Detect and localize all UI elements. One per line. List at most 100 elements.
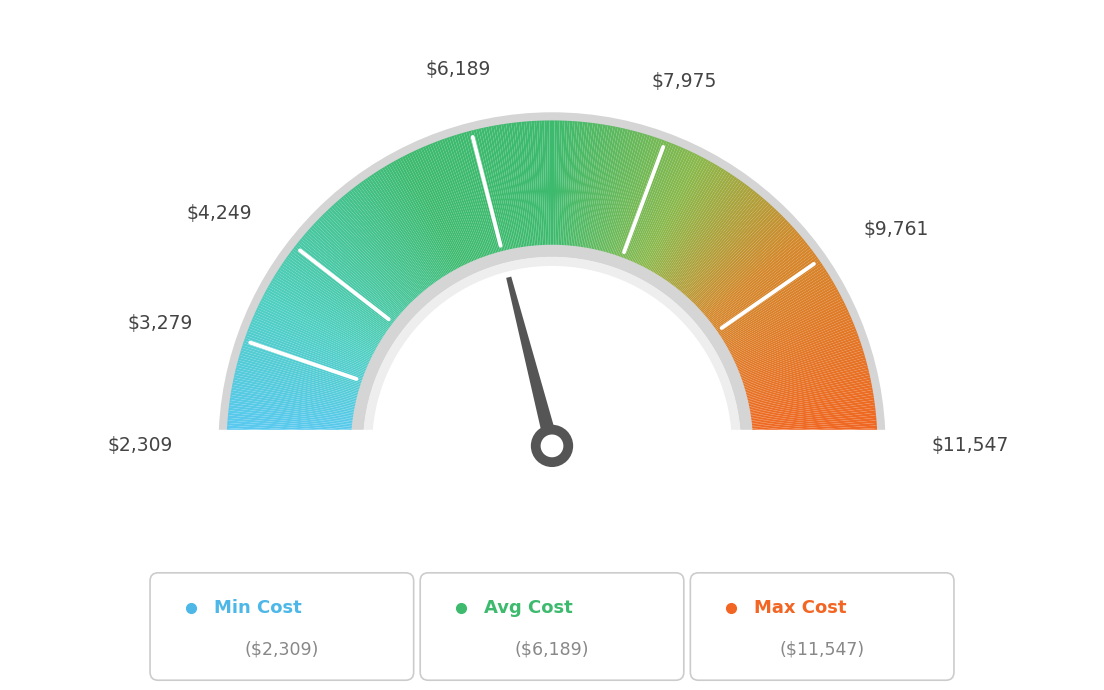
Wedge shape	[594, 128, 623, 250]
Text: Min Cost: Min Cost	[213, 600, 301, 618]
Wedge shape	[425, 145, 476, 262]
Wedge shape	[689, 208, 776, 301]
Wedge shape	[586, 126, 611, 249]
Wedge shape	[275, 274, 382, 342]
Wedge shape	[724, 280, 834, 346]
Wedge shape	[752, 420, 877, 432]
Wedge shape	[648, 161, 711, 271]
Wedge shape	[710, 246, 810, 324]
Wedge shape	[719, 265, 824, 336]
Wedge shape	[742, 345, 862, 386]
Wedge shape	[751, 410, 875, 426]
Wedge shape	[468, 130, 502, 253]
Wedge shape	[429, 144, 478, 260]
Wedge shape	[546, 121, 551, 246]
Wedge shape	[718, 263, 822, 335]
Wedge shape	[676, 190, 755, 290]
Wedge shape	[637, 151, 693, 266]
Wedge shape	[509, 123, 527, 248]
Wedge shape	[361, 181, 436, 284]
Text: ($2,309): ($2,309)	[245, 640, 319, 658]
Wedge shape	[539, 121, 545, 246]
Wedge shape	[751, 413, 877, 427]
Wedge shape	[513, 122, 530, 247]
Wedge shape	[680, 195, 762, 293]
Wedge shape	[677, 192, 757, 290]
Wedge shape	[243, 343, 362, 384]
Wedge shape	[219, 112, 885, 446]
Wedge shape	[363, 257, 741, 446]
Wedge shape	[733, 307, 848, 362]
Wedge shape	[267, 287, 378, 349]
Wedge shape	[375, 171, 445, 278]
Wedge shape	[630, 146, 681, 262]
Wedge shape	[708, 242, 808, 322]
Wedge shape	[233, 380, 355, 407]
Wedge shape	[439, 139, 485, 258]
Wedge shape	[250, 324, 367, 372]
Wedge shape	[742, 340, 861, 382]
Wedge shape	[673, 187, 752, 288]
Wedge shape	[624, 142, 672, 260]
Wedge shape	[631, 147, 683, 263]
Wedge shape	[715, 257, 818, 331]
Wedge shape	[527, 121, 538, 246]
Wedge shape	[229, 410, 353, 426]
Wedge shape	[237, 360, 359, 395]
Wedge shape	[709, 244, 809, 323]
Wedge shape	[235, 368, 358, 400]
Wedge shape	[329, 207, 416, 300]
Wedge shape	[328, 208, 415, 301]
Wedge shape	[352, 187, 431, 288]
Wedge shape	[646, 158, 707, 270]
Wedge shape	[747, 375, 870, 404]
Text: $6,189: $6,189	[425, 59, 490, 79]
Wedge shape	[364, 178, 438, 282]
Wedge shape	[503, 124, 523, 248]
Wedge shape	[618, 139, 662, 257]
Text: ($11,547): ($11,547)	[779, 640, 864, 658]
Wedge shape	[721, 271, 828, 340]
Wedge shape	[670, 183, 745, 285]
Wedge shape	[686, 204, 771, 298]
Wedge shape	[665, 177, 737, 282]
Wedge shape	[242, 345, 362, 386]
Wedge shape	[257, 305, 372, 361]
Wedge shape	[640, 154, 698, 267]
Wedge shape	[749, 385, 872, 410]
Wedge shape	[272, 278, 381, 344]
Wedge shape	[347, 192, 427, 290]
Wedge shape	[555, 121, 560, 246]
Wedge shape	[746, 370, 869, 401]
Wedge shape	[461, 132, 498, 254]
Wedge shape	[615, 137, 657, 257]
FancyBboxPatch shape	[421, 573, 683, 680]
Wedge shape	[660, 172, 731, 279]
Wedge shape	[725, 282, 835, 346]
Wedge shape	[311, 225, 405, 311]
Wedge shape	[740, 333, 858, 378]
Wedge shape	[742, 343, 861, 384]
Wedge shape	[708, 240, 806, 321]
Wedge shape	[476, 129, 507, 251]
Wedge shape	[369, 175, 440, 280]
Wedge shape	[683, 200, 767, 296]
Wedge shape	[751, 408, 875, 424]
Wedge shape	[622, 141, 667, 259]
Wedge shape	[728, 289, 838, 351]
Wedge shape	[484, 127, 511, 250]
Wedge shape	[741, 338, 860, 381]
Wedge shape	[704, 235, 802, 317]
Wedge shape	[496, 125, 519, 248]
Wedge shape	[726, 287, 837, 349]
Wedge shape	[363, 179, 437, 283]
Wedge shape	[474, 130, 506, 252]
Wedge shape	[682, 199, 765, 295]
Wedge shape	[270, 280, 380, 346]
Wedge shape	[570, 121, 583, 246]
Wedge shape	[617, 138, 660, 257]
Wedge shape	[628, 145, 679, 262]
Wedge shape	[229, 408, 353, 424]
Wedge shape	[395, 159, 457, 270]
Wedge shape	[256, 307, 371, 362]
